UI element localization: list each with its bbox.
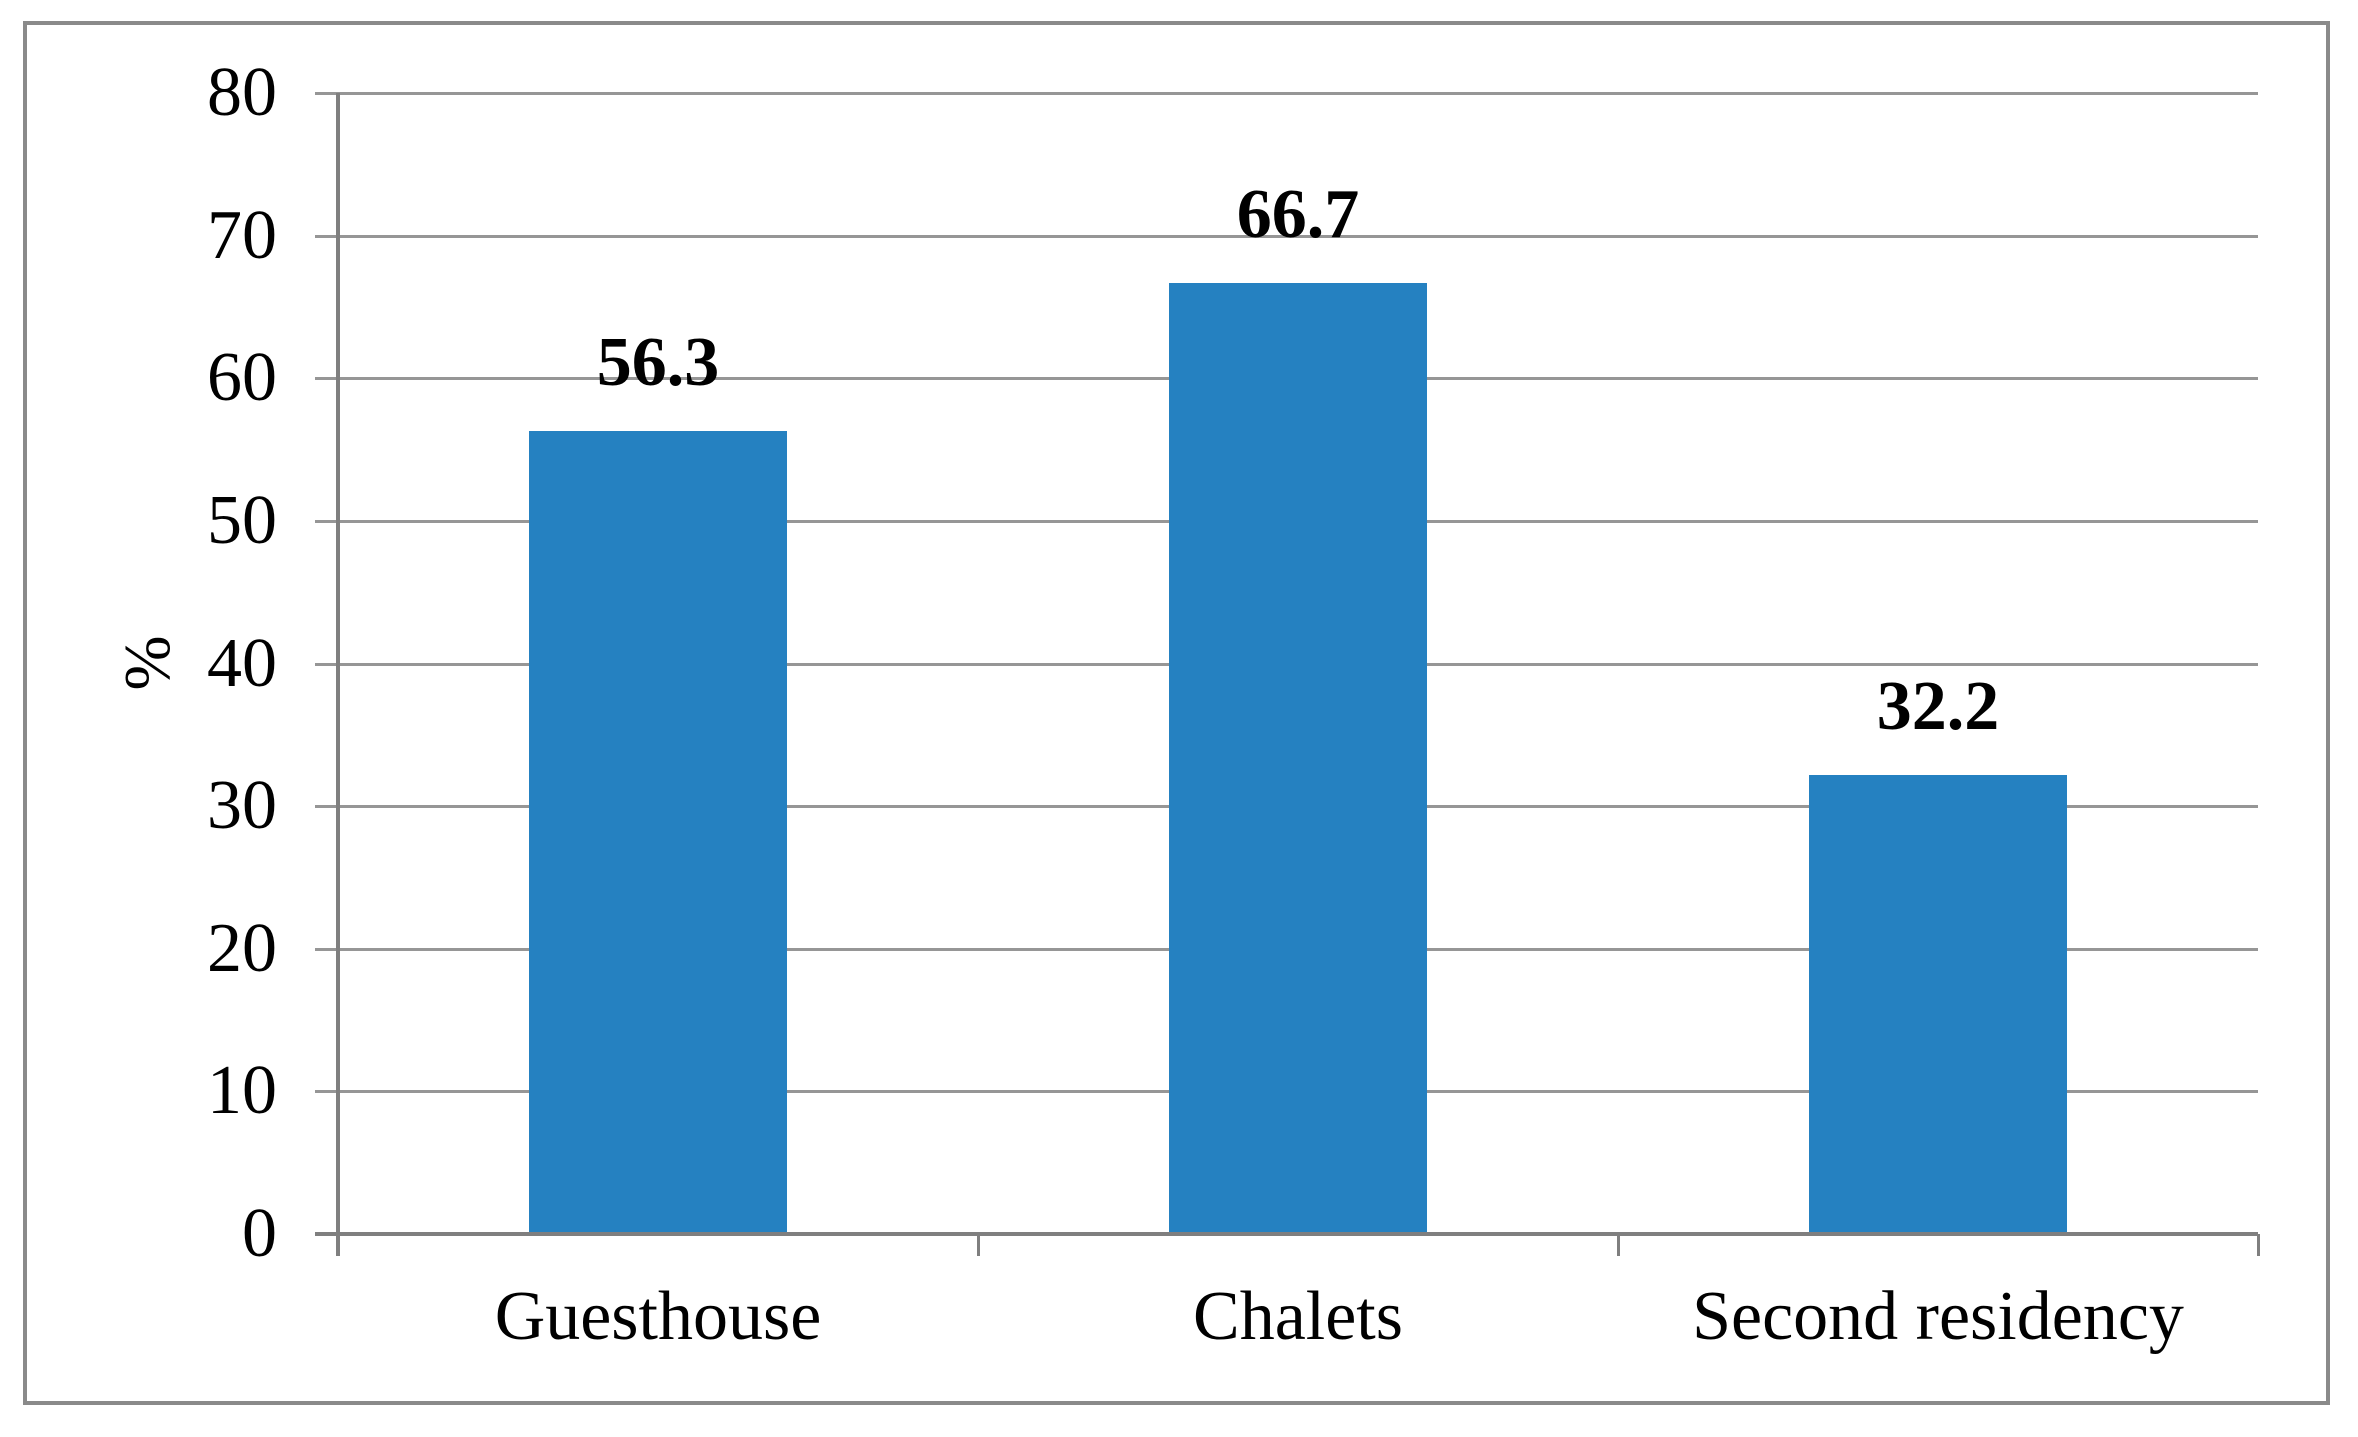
bar-second-residency	[1809, 774, 2067, 1234]
y-axis-line	[336, 93, 340, 1256]
y-tick-label-50: 50	[207, 481, 277, 559]
x-category-label-0: Guesthouse	[494, 1278, 822, 1355]
y-tick-label-40: 40	[207, 624, 277, 702]
y-tick-label-20: 20	[207, 909, 277, 987]
gridline-70	[315, 234, 2258, 238]
x-category-label-1: Chalets	[1193, 1278, 1403, 1355]
bar-value-label-0: 56.3	[596, 324, 720, 402]
y-tick-label-30: 30	[207, 767, 277, 845]
x-category-label-2: Second residency	[1692, 1278, 2184, 1355]
chart-border-frame: 0 10 20 30 40 50 60 70 80 56.3 66.7 32.2 Guesthous…	[23, 21, 2330, 1405]
x-axis-line	[315, 1232, 2258, 1236]
y-tick-label-60: 60	[207, 339, 277, 417]
x-axis-tick-2	[1616, 1234, 1620, 1256]
x-axis-tick-3	[2256, 1234, 2260, 1256]
y-tick-label-80: 80	[207, 54, 277, 131]
bar-value-label-1: 66.7	[1236, 175, 1360, 253]
y-tick-label-0: 0	[242, 1195, 277, 1272]
y-axis-title: %	[111, 635, 184, 691]
y-tick-label-10: 10	[207, 1052, 277, 1130]
bar-guesthouse	[529, 431, 787, 1234]
gridline-80	[315, 92, 2258, 95]
bar-chalets	[1169, 282, 1427, 1234]
x-axis-tick-1	[976, 1234, 980, 1256]
y-tick-label-70: 70	[207, 196, 277, 274]
bar-value-label-2: 32.2	[1876, 667, 2000, 745]
